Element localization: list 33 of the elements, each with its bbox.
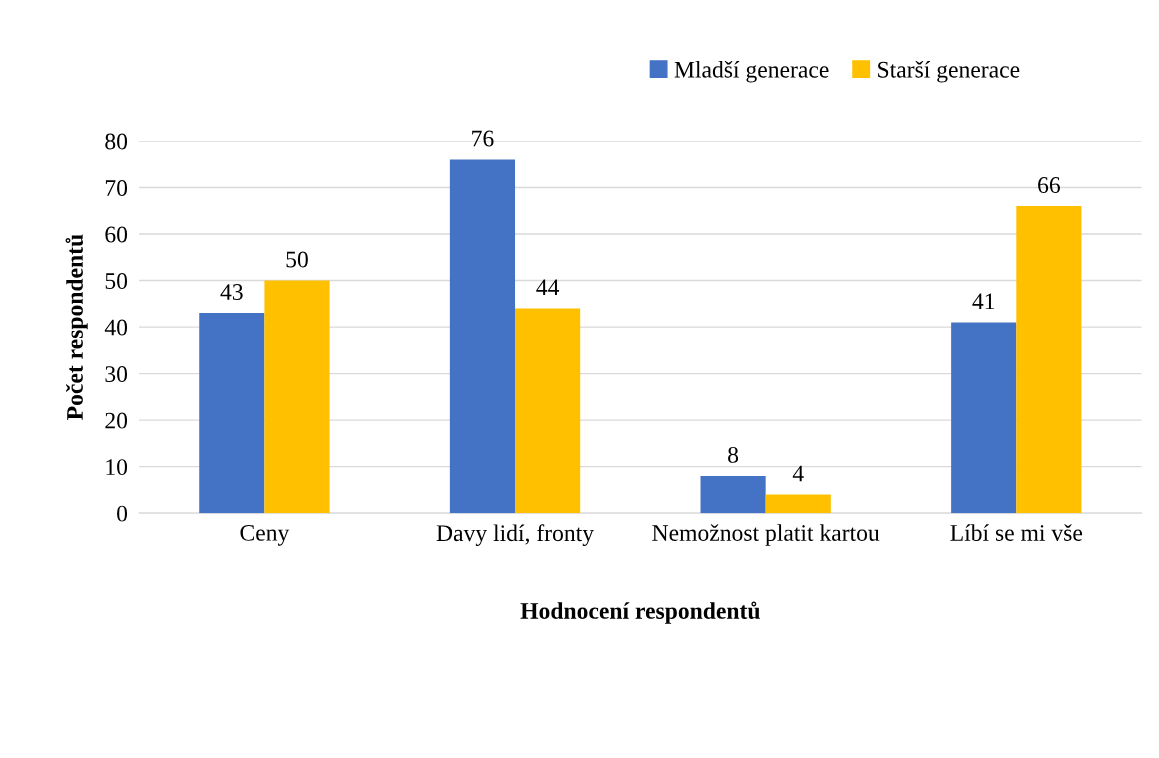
- x-tick-label: Ceny: [240, 524, 290, 546]
- y-tick-label: 70: [105, 180, 128, 196]
- x-tick-label: Davy lidí, fronty: [436, 524, 594, 546]
- data-label: 8: [728, 446, 739, 463]
- bar: [264, 280, 330, 514]
- x-axis-title: Hodnocení respondentů: [520, 601, 760, 624]
- y-tick-label: 80: [105, 133, 128, 150]
- y-tick-label: 50: [105, 273, 128, 289]
- bar: [449, 159, 516, 514]
- y-tick-label: 60: [105, 226, 128, 243]
- data-label: 44: [536, 279, 560, 296]
- data-label: 50: [286, 251, 308, 268]
- y-axis-title: Počet respondentů: [65, 234, 88, 420]
- data-label: 76: [472, 130, 494, 147]
- legend-label: Starší generace: [878, 61, 1020, 83]
- x-tick-label: Líbí se mi vše: [950, 524, 1083, 541]
- bar: [951, 322, 1017, 514]
- legend-label: Mladší generace: [674, 61, 829, 83]
- y-tick-label: 0: [117, 505, 128, 522]
- data-label: 41: [972, 293, 995, 310]
- y-tick-label: 30: [105, 366, 128, 383]
- bar: [700, 475, 766, 514]
- x-tick-label: Nemožnost platit kartou: [652, 524, 880, 546]
- bar: [1016, 206, 1082, 514]
- y-tick-label: 10: [106, 459, 128, 476]
- y-tick-label: 20: [105, 412, 128, 429]
- bar: [765, 494, 831, 514]
- data-label: 66: [1038, 177, 1060, 193]
- bar: [515, 308, 581, 514]
- data-label: 4: [792, 465, 804, 482]
- bar: [199, 313, 265, 514]
- y-tick-label: 40: [104, 319, 128, 336]
- data-label: 43: [220, 284, 243, 300]
